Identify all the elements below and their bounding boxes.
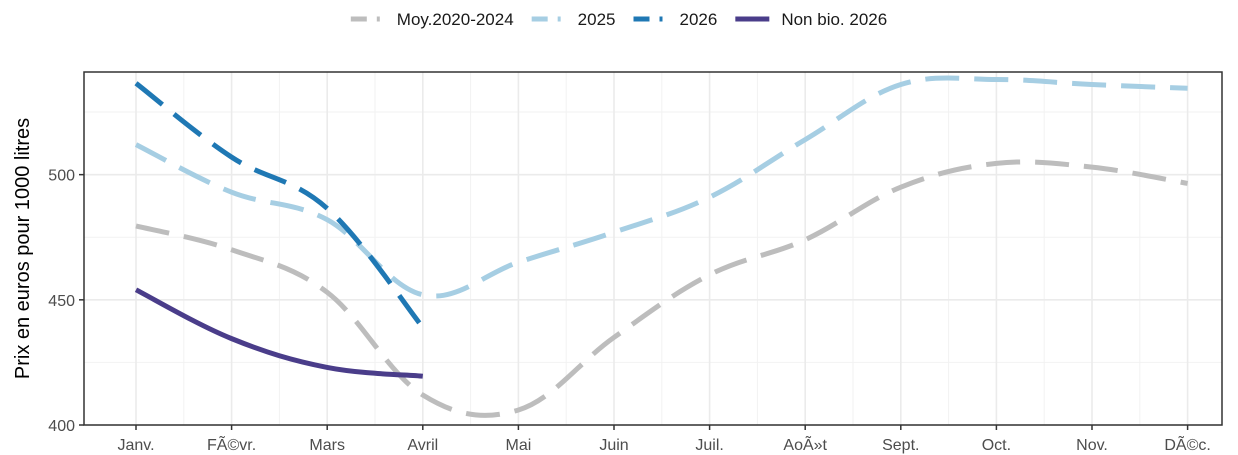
grid: [84, 72, 1222, 426]
legend-label-1: 2025: [578, 10, 616, 29]
x-tick-label: AoÃ»t: [783, 434, 827, 454]
legend-label-3: Non bio. 2026: [781, 10, 887, 29]
x-tick-label: Juin: [599, 437, 628, 454]
x-tick-label: Mars: [309, 437, 345, 454]
x-tick-label: Nov.: [1076, 437, 1108, 454]
x-tick-label: DÃ©c.: [1164, 434, 1210, 454]
legend-item-0: Moy.2020-2024: [350, 10, 514, 29]
series-line-3: [134, 287, 424, 379]
legend-label-0: Moy.2020-2024: [397, 10, 514, 29]
series-layer: [134, 75, 1189, 418]
y-tick-label: 500: [48, 168, 75, 185]
series-line-1: [134, 75, 1188, 299]
x-tick-label: FÃ©vr.: [207, 434, 256, 454]
legend: Moy.2020-2024 2025 2026 Non bio. 2026: [350, 10, 887, 29]
x-tick-label: Sept.: [882, 437, 919, 454]
plot-area: [84, 72, 1222, 425]
y-tick-label: 450: [48, 293, 75, 310]
legend-item-3: Non bio. 2026: [735, 10, 887, 29]
series-line-0: [135, 159, 1189, 418]
legend-label-2: 2026: [680, 10, 718, 29]
y-axis-title: Prix en euros pour 1000 litres: [12, 118, 34, 379]
legend-item-1: 2025: [531, 10, 616, 29]
plot-border: [83, 71, 1223, 426]
series-line-2: [134, 81, 425, 329]
legend-item-2: 2026: [633, 10, 718, 29]
x-tick-label: Oct.: [982, 437, 1011, 454]
plot-background: [84, 72, 1222, 425]
x-tick-label: Avril: [407, 437, 438, 454]
x-tick-label: Janv.: [117, 437, 154, 454]
x-tick-label: Mai: [506, 437, 532, 454]
x-tick-label: Juil.: [695, 437, 723, 454]
axes: Janv. FÃ©vr. Mars Avril Mai Juin Juil. AoÃ»t Sep…: [48, 71, 1223, 454]
y-tick-label: 400: [48, 418, 75, 435]
